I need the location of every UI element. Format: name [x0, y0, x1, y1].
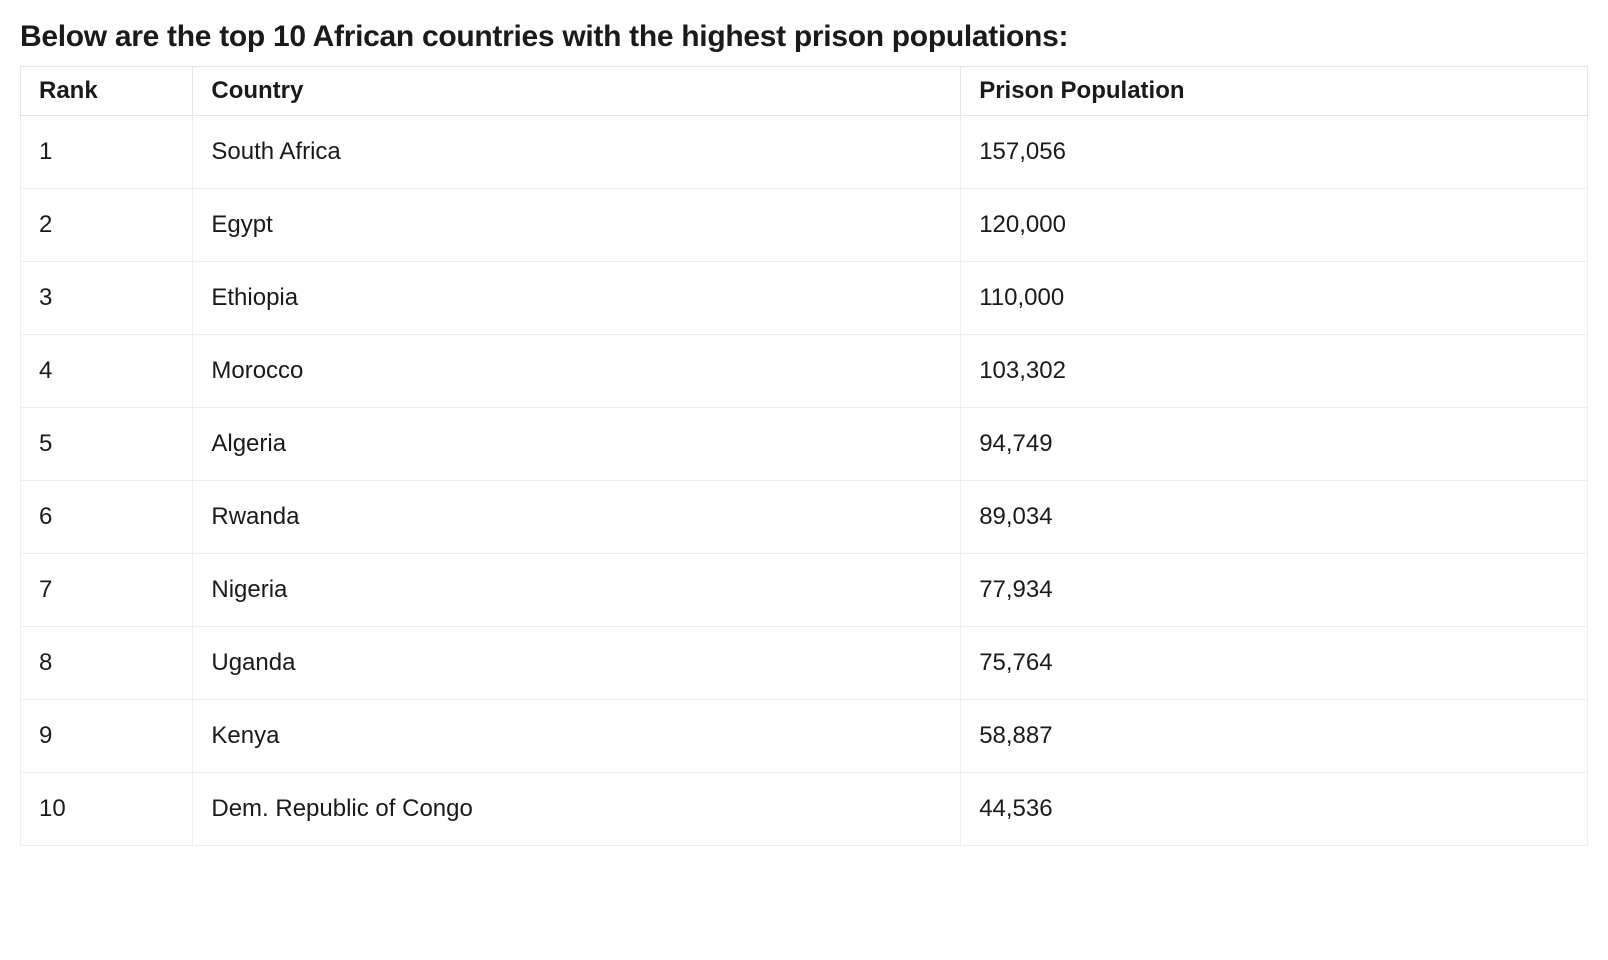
cell-country: Ethiopia — [193, 262, 961, 335]
table-row: 6 Rwanda 89,034 — [21, 481, 1588, 554]
column-header-country: Country — [193, 67, 961, 116]
column-header-population: Prison Population — [961, 67, 1588, 116]
table-row: 7 Nigeria 77,934 — [21, 554, 1588, 627]
table-row: 1 South Africa 157,056 — [21, 116, 1588, 189]
column-header-rank: Rank — [21, 67, 193, 116]
cell-country: Uganda — [193, 627, 961, 700]
table-header: Rank Country Prison Population — [21, 67, 1588, 116]
table-row: 3 Ethiopia 110,000 — [21, 262, 1588, 335]
cell-country: Algeria — [193, 408, 961, 481]
table-row: 10 Dem. Republic of Congo 44,536 — [21, 773, 1588, 846]
cell-population: 110,000 — [961, 262, 1588, 335]
table-row: 9 Kenya 58,887 — [21, 700, 1588, 773]
cell-country: Egypt — [193, 189, 961, 262]
cell-country: Kenya — [193, 700, 961, 773]
table-body: 1 South Africa 157,056 2 Egypt 120,000 3… — [21, 116, 1588, 846]
cell-country: Morocco — [193, 335, 961, 408]
cell-rank: 5 — [21, 408, 193, 481]
cell-rank: 3 — [21, 262, 193, 335]
cell-rank: 9 — [21, 700, 193, 773]
cell-country: Nigeria — [193, 554, 961, 627]
cell-population: 89,034 — [961, 481, 1588, 554]
table-header-row: Rank Country Prison Population — [21, 67, 1588, 116]
cell-rank: 8 — [21, 627, 193, 700]
cell-population: 103,302 — [961, 335, 1588, 408]
cell-rank: 6 — [21, 481, 193, 554]
cell-population: 94,749 — [961, 408, 1588, 481]
cell-population: 157,056 — [961, 116, 1588, 189]
cell-country: Dem. Republic of Congo — [193, 773, 961, 846]
cell-rank: 10 — [21, 773, 193, 846]
page-container: Below are the top 10 African countries w… — [20, 20, 1588, 846]
table-row: 8 Uganda 75,764 — [21, 627, 1588, 700]
table-row: 2 Egypt 120,000 — [21, 189, 1588, 262]
cell-rank: 2 — [21, 189, 193, 262]
cell-rank: 1 — [21, 116, 193, 189]
cell-population: 58,887 — [961, 700, 1588, 773]
cell-country: Rwanda — [193, 481, 961, 554]
cell-population: 44,536 — [961, 773, 1588, 846]
prison-population-table: Rank Country Prison Population 1 South A… — [20, 66, 1588, 846]
table-row: 4 Morocco 103,302 — [21, 335, 1588, 408]
cell-population: 77,934 — [961, 554, 1588, 627]
table-row: 5 Algeria 94,749 — [21, 408, 1588, 481]
cell-population: 75,764 — [961, 627, 1588, 700]
page-title: Below are the top 10 African countries w… — [20, 20, 1588, 54]
cell-rank: 4 — [21, 335, 193, 408]
cell-population: 120,000 — [961, 189, 1588, 262]
cell-rank: 7 — [21, 554, 193, 627]
cell-country: South Africa — [193, 116, 961, 189]
